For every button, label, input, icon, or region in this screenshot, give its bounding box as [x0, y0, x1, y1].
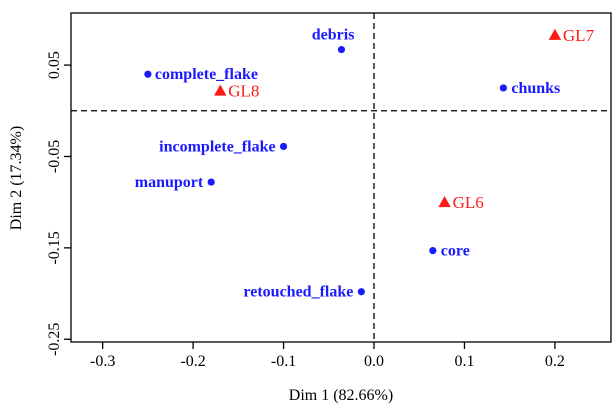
x-tick-label: 0.2: [545, 353, 565, 370]
data-point: incomplete_flake: [159, 138, 288, 155]
data-point: complete_flake: [144, 66, 258, 83]
data-point: core: [429, 243, 470, 260]
y-tick-label: -0.05: [46, 140, 63, 173]
point-label: debris: [312, 27, 355, 44]
x-tick-label: 0.1: [454, 353, 474, 370]
circle-marker: [499, 84, 507, 92]
point-label: incomplete_flake: [159, 138, 275, 155]
data-point: GL8: [214, 82, 259, 101]
data-point: retouched_flake: [243, 284, 365, 301]
plot-frame: [70, 12, 612, 343]
data-point: GL7: [548, 26, 595, 45]
circle-marker: [144, 70, 152, 78]
triangle-marker: [548, 28, 562, 40]
circle-marker: [357, 288, 365, 296]
data-point: debris: [312, 27, 355, 54]
point-label: GL8: [228, 82, 259, 101]
circle-marker: [207, 178, 215, 186]
point-label: core: [441, 243, 470, 260]
point-label: GL6: [453, 193, 484, 212]
point-label: complete_flake: [155, 66, 258, 83]
y-tick-label: -0.25: [46, 323, 63, 356]
y-tick-label: 0.05: [46, 51, 63, 79]
data-point: GL6: [438, 193, 484, 212]
circle-marker: [337, 45, 346, 54]
y-tick-label: -0.15: [46, 231, 63, 264]
y-axis-label: Dim 2 (17.34%): [8, 126, 25, 230]
data-point: manuport: [135, 174, 215, 191]
circle-marker: [429, 247, 437, 255]
x-tick-label: -0.1: [271, 353, 296, 370]
x-tick-label: 0.0: [364, 353, 384, 370]
x-tick-label: -0.3: [90, 353, 115, 370]
reference-lines: [71, 13, 611, 342]
x-axis: -0.3 -0.2 -0.1 0.0 0.1 0.2: [90, 342, 565, 370]
point-label: manuport: [135, 174, 204, 191]
point-label: GL7: [563, 26, 595, 45]
data-point: chunks: [499, 80, 560, 97]
y-axis: 0.05 -0.05 -0.15 -0.25: [46, 51, 71, 356]
x-axis-label: Dim 1 (82.66%): [289, 387, 393, 404]
x-tick-label: -0.2: [180, 353, 205, 370]
triangle-marker: [438, 195, 451, 208]
triangle-marker: [214, 84, 227, 96]
point-label: chunks: [511, 80, 560, 97]
circle-marker: [279, 142, 288, 151]
point-label: retouched_flake: [243, 284, 353, 301]
